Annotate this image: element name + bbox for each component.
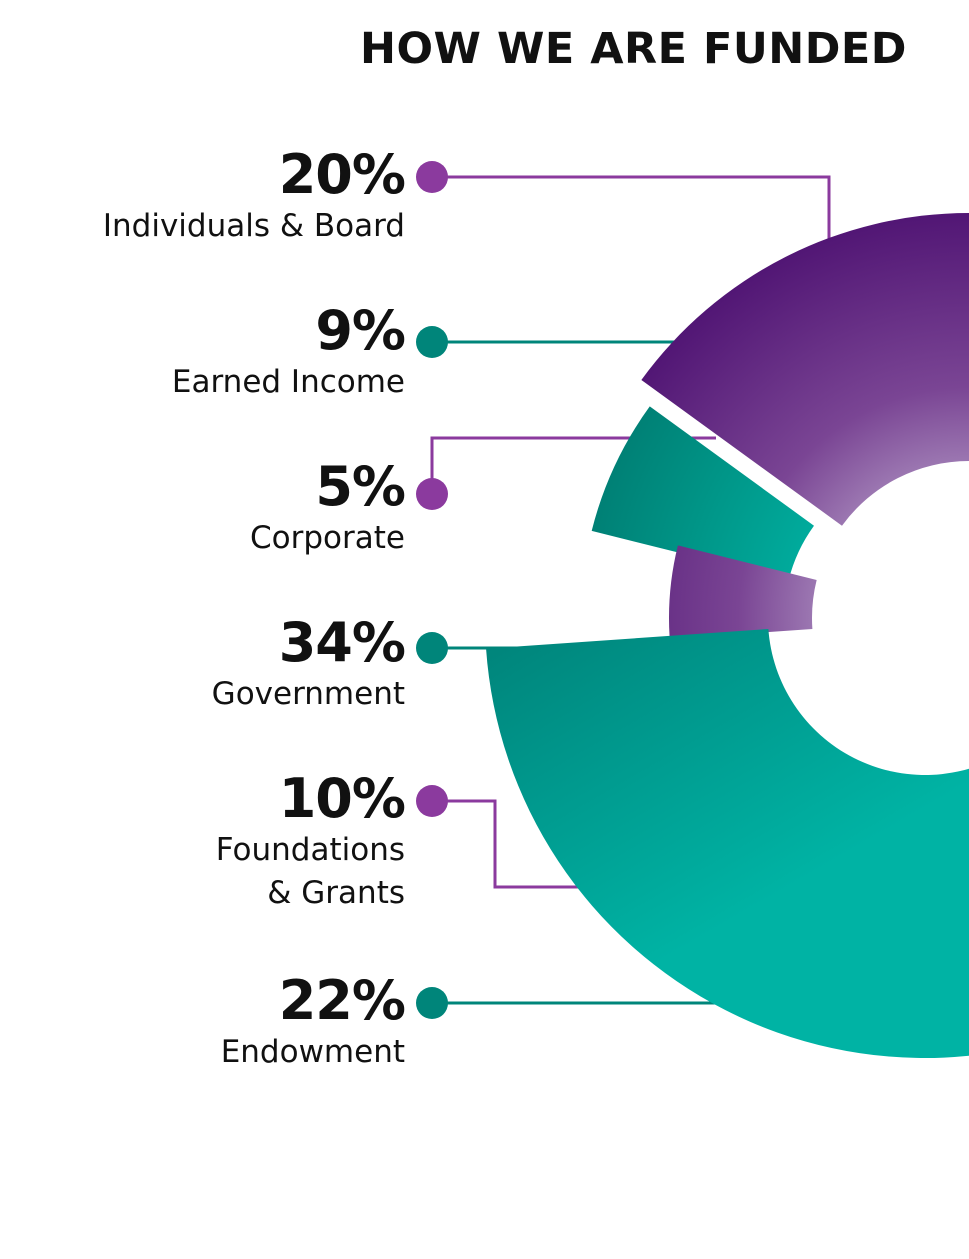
legend-label: Earned Income: [172, 364, 405, 400]
legend-label: Endowment: [221, 1034, 405, 1070]
pie-slice-earned-income: [591, 406, 814, 581]
legend-dot: [416, 632, 448, 664]
leader-line: [430, 436, 716, 494]
legend-percent: 5%: [315, 455, 405, 518]
leader-line: [432, 175, 831, 245]
legend-dot: [416, 478, 448, 510]
legend-label: Foundations: [216, 832, 405, 868]
legend-dot: [416, 785, 448, 817]
legend-dot: [416, 326, 448, 358]
chart-title: HOW WE ARE FUNDED: [360, 24, 907, 74]
legend-dot: [416, 161, 448, 193]
legend-percent: 20%: [279, 143, 405, 206]
legend-dot: [416, 987, 448, 1019]
pie-slice-individuals-board: [641, 213, 969, 526]
legend-percent: 34%: [279, 611, 405, 674]
legend-label: Corporate: [250, 520, 405, 556]
legend-label: Individuals & Board: [103, 208, 405, 244]
legend-percent: 9%: [315, 299, 405, 362]
pie-slice-government: [486, 628, 969, 1058]
legend-percent: 22%: [279, 969, 405, 1032]
legend-label: Government: [212, 676, 405, 712]
pie-slice-corporate: [669, 545, 817, 639]
legend-label: & Grants: [267, 875, 405, 911]
legend-percent: 10%: [279, 767, 405, 830]
